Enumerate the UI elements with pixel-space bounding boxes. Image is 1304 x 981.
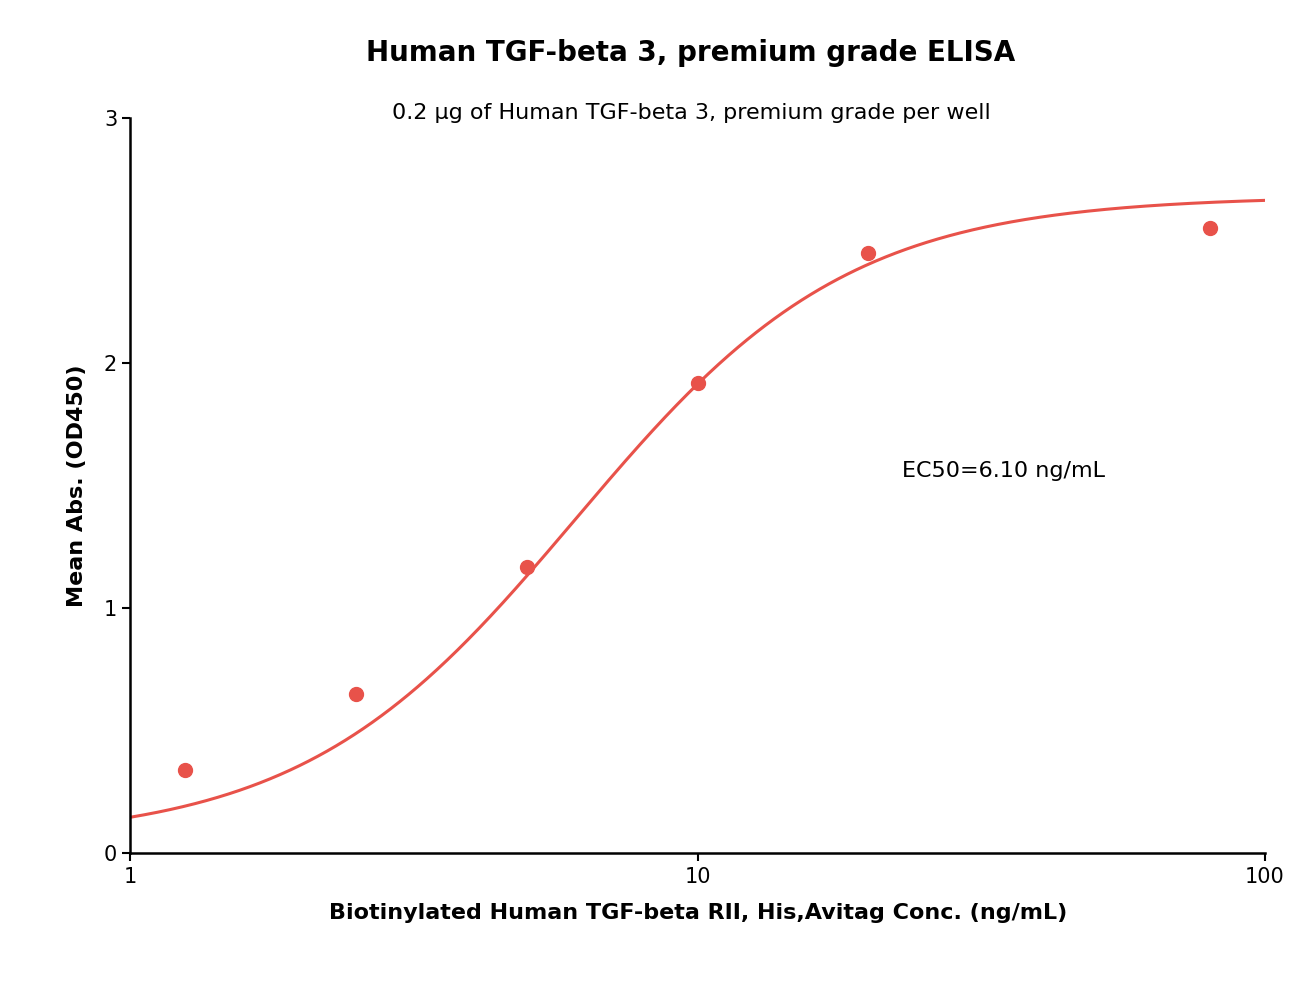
Point — [858, 244, 879, 260]
Text: Human TGF-beta 3, premium grade ELISA: Human TGF-beta 3, premium grade ELISA — [366, 39, 1016, 68]
Point — [1200, 221, 1221, 236]
Text: EC50=6.10 ng/mL: EC50=6.10 ng/mL — [902, 461, 1104, 481]
Text: 0.2 μg of Human TGF-beta 3, premium grade per well: 0.2 μg of Human TGF-beta 3, premium grad… — [391, 103, 991, 123]
Point — [175, 762, 196, 778]
Point — [516, 559, 537, 575]
Point — [346, 687, 366, 702]
Y-axis label: Mean Abs. (OD450): Mean Abs. (OD450) — [68, 364, 87, 607]
X-axis label: Biotinylated Human TGF-beta RII, His,Avitag Conc. (ng/mL): Biotinylated Human TGF-beta RII, His,Avi… — [329, 904, 1067, 923]
Point — [687, 375, 708, 390]
